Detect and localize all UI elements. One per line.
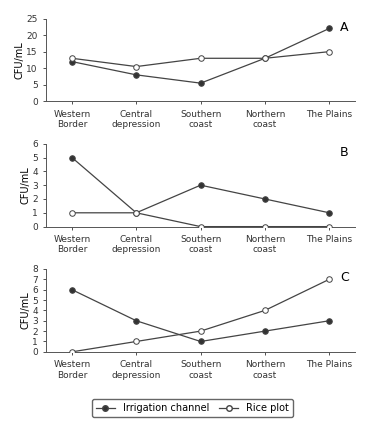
Text: B: B [340, 146, 349, 159]
Text: A: A [340, 21, 349, 34]
Y-axis label: CFU/mL: CFU/mL [21, 292, 31, 329]
Legend: Irrigation channel, Rice plot: Irrigation channel, Rice plot [92, 399, 293, 417]
Y-axis label: CFU/mL: CFU/mL [21, 166, 31, 204]
Text: C: C [340, 271, 349, 284]
Y-axis label: CFU/mL: CFU/mL [15, 41, 25, 79]
